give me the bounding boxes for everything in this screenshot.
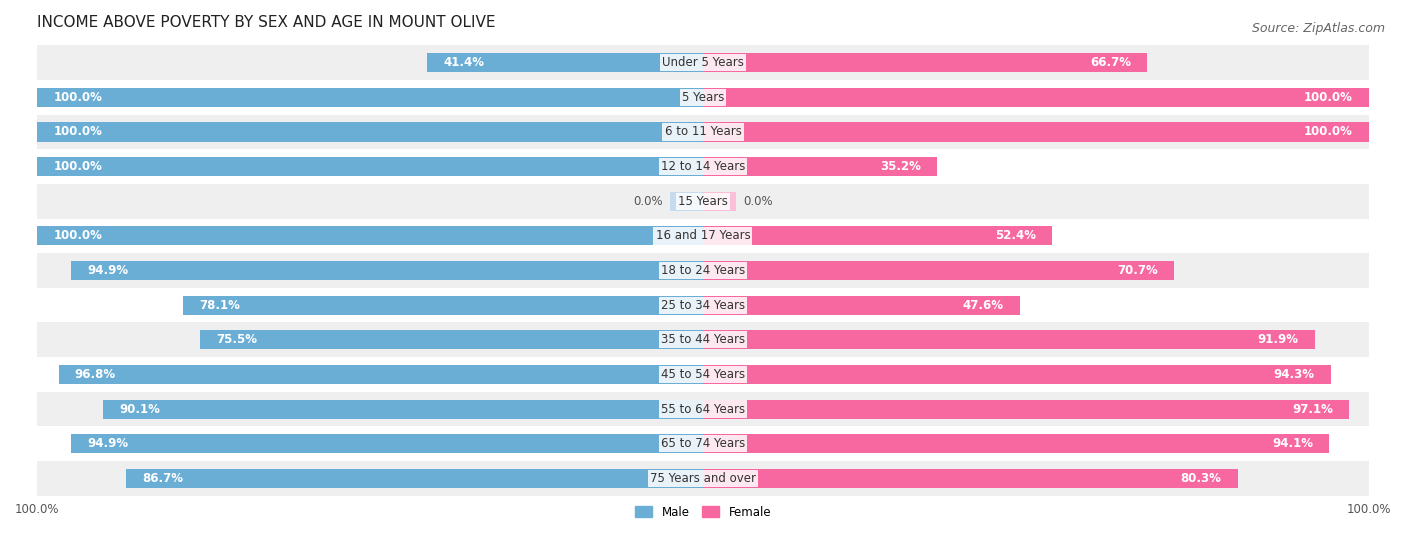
Text: 0.0%: 0.0% xyxy=(742,195,772,208)
Text: 100.0%: 100.0% xyxy=(1303,125,1353,139)
Bar xyxy=(703,122,1369,141)
Bar xyxy=(0,184,1406,219)
Bar xyxy=(0,149,1406,184)
Text: 41.4%: 41.4% xyxy=(443,56,484,69)
Bar xyxy=(703,53,1147,72)
Bar xyxy=(37,157,703,176)
Bar xyxy=(703,400,1350,419)
Bar xyxy=(37,88,703,107)
Text: 91.9%: 91.9% xyxy=(1258,333,1299,347)
Bar xyxy=(0,80,1406,115)
Bar xyxy=(125,469,703,488)
Bar xyxy=(59,365,703,384)
Bar xyxy=(703,365,1331,384)
Text: 66.7%: 66.7% xyxy=(1090,56,1130,69)
Text: 65 to 74 Years: 65 to 74 Years xyxy=(661,437,745,450)
Legend: Male, Female: Male, Female xyxy=(630,501,776,523)
Bar xyxy=(0,427,1406,461)
Text: 70.7%: 70.7% xyxy=(1116,264,1157,277)
Text: 75.5%: 75.5% xyxy=(217,333,257,347)
Text: 12 to 14 Years: 12 to 14 Years xyxy=(661,160,745,173)
Text: 15 Years: 15 Years xyxy=(678,195,728,208)
Text: 52.4%: 52.4% xyxy=(995,229,1036,243)
Text: INCOME ABOVE POVERTY BY SEX AND AGE IN MOUNT OLIVE: INCOME ABOVE POVERTY BY SEX AND AGE IN M… xyxy=(37,15,496,30)
Text: 16 and 17 Years: 16 and 17 Years xyxy=(655,229,751,243)
Text: Under 5 Years: Under 5 Years xyxy=(662,56,744,69)
Bar xyxy=(703,469,1237,488)
Text: 94.3%: 94.3% xyxy=(1274,368,1315,381)
Bar xyxy=(703,261,1174,280)
Text: 35 to 44 Years: 35 to 44 Years xyxy=(661,333,745,347)
Text: 75 Years and over: 75 Years and over xyxy=(650,472,756,485)
Bar xyxy=(0,45,1406,80)
Text: 55 to 64 Years: 55 to 64 Years xyxy=(661,402,745,415)
Text: 96.8%: 96.8% xyxy=(75,368,115,381)
Text: 80.3%: 80.3% xyxy=(1181,472,1222,485)
Bar xyxy=(703,434,1330,453)
Bar xyxy=(703,226,1052,245)
Bar xyxy=(37,226,703,245)
Bar xyxy=(703,88,1369,107)
Bar xyxy=(0,288,1406,323)
Text: 35.2%: 35.2% xyxy=(880,160,921,173)
Text: Source: ZipAtlas.com: Source: ZipAtlas.com xyxy=(1251,22,1385,35)
Bar xyxy=(0,253,1406,288)
Bar xyxy=(703,192,737,211)
Text: 100.0%: 100.0% xyxy=(53,91,103,104)
Text: 78.1%: 78.1% xyxy=(200,299,240,312)
Text: 6 to 11 Years: 6 to 11 Years xyxy=(665,125,741,139)
Text: 100.0%: 100.0% xyxy=(53,229,103,243)
Text: 94.9%: 94.9% xyxy=(87,437,128,450)
Text: 25 to 34 Years: 25 to 34 Years xyxy=(661,299,745,312)
Text: 100.0%: 100.0% xyxy=(1303,91,1353,104)
Bar xyxy=(201,330,703,349)
Bar xyxy=(703,330,1315,349)
Text: 18 to 24 Years: 18 to 24 Years xyxy=(661,264,745,277)
Bar xyxy=(72,261,703,280)
Bar xyxy=(703,296,1019,315)
Text: 100.0%: 100.0% xyxy=(53,125,103,139)
Text: 90.1%: 90.1% xyxy=(120,402,160,415)
Bar xyxy=(0,461,1406,496)
Text: 0.0%: 0.0% xyxy=(634,195,664,208)
Bar xyxy=(0,323,1406,357)
Bar xyxy=(0,115,1406,149)
Bar xyxy=(0,357,1406,392)
Bar xyxy=(183,296,703,315)
Text: 94.1%: 94.1% xyxy=(1272,437,1313,450)
Bar xyxy=(103,400,703,419)
Bar xyxy=(0,392,1406,427)
Bar xyxy=(703,157,938,176)
Bar xyxy=(72,434,703,453)
Text: 94.9%: 94.9% xyxy=(87,264,128,277)
Bar xyxy=(37,122,703,141)
Text: 86.7%: 86.7% xyxy=(142,472,183,485)
Bar xyxy=(0,219,1406,253)
Text: 47.6%: 47.6% xyxy=(963,299,1004,312)
Text: 5 Years: 5 Years xyxy=(682,91,724,104)
Bar xyxy=(427,53,703,72)
Text: 97.1%: 97.1% xyxy=(1292,402,1333,415)
Bar xyxy=(669,192,703,211)
Text: 100.0%: 100.0% xyxy=(53,160,103,173)
Text: 45 to 54 Years: 45 to 54 Years xyxy=(661,368,745,381)
